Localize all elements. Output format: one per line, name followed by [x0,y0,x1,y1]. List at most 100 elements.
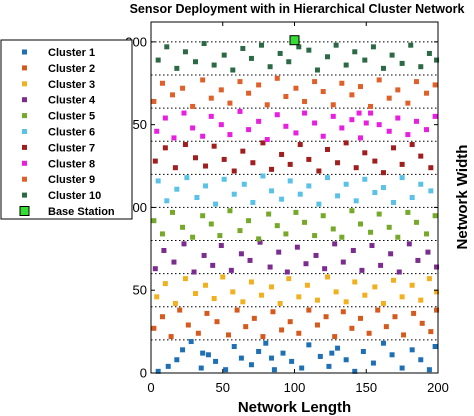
cluster-1-point [306,342,312,348]
cluster-2-point [151,325,157,331]
cluster-2-point [159,314,165,320]
cluster-9-point [256,82,262,88]
cluster-1-point [271,367,277,373]
cluster-2-point [270,309,276,315]
cluster-1-point [174,357,180,363]
cluster-10-point [155,57,161,63]
cluster-3-point [192,291,198,297]
x-tick-label: 50 [216,380,230,395]
cluster-4-point [171,259,177,265]
cluster-7-point [343,140,349,146]
cluster-6-point [250,199,256,205]
cluster-1-point [370,360,376,366]
cluster-10-point [211,62,217,68]
cluster-5-point [170,209,176,215]
cluster-7-point [250,160,256,166]
cluster-4-point [228,267,234,273]
cluster-5-point [368,229,374,235]
cluster-8-point [339,125,345,131]
cluster-1-point [280,350,286,356]
cluster-8-point [302,110,308,116]
cluster-5-point [159,231,165,237]
cluster-3-point [380,300,386,306]
cluster-3-point [269,284,275,290]
cluster-4-point [218,243,224,249]
legend-entry: Cluster 7 [22,142,95,154]
cluster-5-point [274,223,280,229]
cluster-2-point [375,307,381,313]
data-points [151,35,440,374]
cluster-3-point [333,289,339,295]
cluster-9-point [320,89,326,95]
cluster-7-point [260,140,266,146]
cluster-8-point [363,120,369,126]
cluster-3-point [314,297,320,303]
cluster-7-point [211,143,217,149]
cluster-3-point [409,282,415,288]
cluster-2-point [296,330,302,336]
cluster-4-point [294,244,300,250]
cluster-1-point [213,358,219,364]
cluster-8-point [312,120,318,126]
cluster-7-point [231,168,237,174]
cluster-7-point [287,161,293,167]
cluster-2-point [349,325,355,331]
cluster-9-point [180,85,186,91]
cluster-8-point [171,135,177,141]
legend-entry: Cluster 9 [22,174,95,186]
legend-label: Cluster 9 [48,174,95,186]
cluster-2-point [185,322,191,328]
cluster-3-point [203,282,209,288]
cluster-8-point [356,110,362,116]
legend-label: Base Station [48,206,115,218]
cluster-6-point [343,181,349,187]
cluster-10-point [164,44,170,50]
cluster-9-point [237,79,243,85]
cluster-3-point [426,276,432,282]
cluster-9-point [159,80,165,86]
cluster-7-point [297,142,303,148]
cluster-4-point [247,257,253,263]
cluster-3-point [325,274,331,280]
cluster-7-point [316,168,322,174]
cluster-1-point [269,355,275,361]
cluster-1-point [256,348,262,354]
cluster-1-point [223,367,229,373]
cluster-10-point [267,64,273,70]
cluster-10-point [399,60,405,66]
cluster-9-point [170,92,176,98]
legend-label: Cluster 7 [48,142,95,154]
cluster-10-point [343,62,349,68]
cluster-4-point [161,247,167,253]
cluster-9-point [349,92,355,98]
cluster-7-point [391,145,397,151]
cluster-10-point [370,44,376,50]
legend-marker [19,206,30,216]
cluster-7-point [192,155,198,161]
cluster-8-point [424,127,430,133]
cluster-6-point [297,191,303,197]
cluster-2-point [323,314,329,320]
cluster-10-point [277,50,283,56]
cluster-6-point [155,178,161,184]
base-station-point [289,35,300,46]
cluster-3-point [286,276,292,282]
cluster-8-point [413,118,419,124]
cluster-4-point [238,251,244,257]
cluster-10-point [248,55,254,61]
cluster-8-point [320,133,326,139]
cluster-5-point [349,208,355,214]
cluster-2-point [177,307,183,313]
legend-marker [22,49,27,55]
cluster-7-point [240,148,246,154]
cluster-4-point [191,269,197,275]
cluster-7-point [362,150,368,156]
cluster-3-point [162,281,168,287]
cluster-5-point [180,224,186,230]
cluster-10-point [306,47,312,53]
cluster-10-point [408,42,414,48]
cluster-6-point [164,198,170,204]
cluster-7-point [306,156,312,162]
cluster-4-point [332,241,338,247]
cluster-10-point [240,45,246,51]
